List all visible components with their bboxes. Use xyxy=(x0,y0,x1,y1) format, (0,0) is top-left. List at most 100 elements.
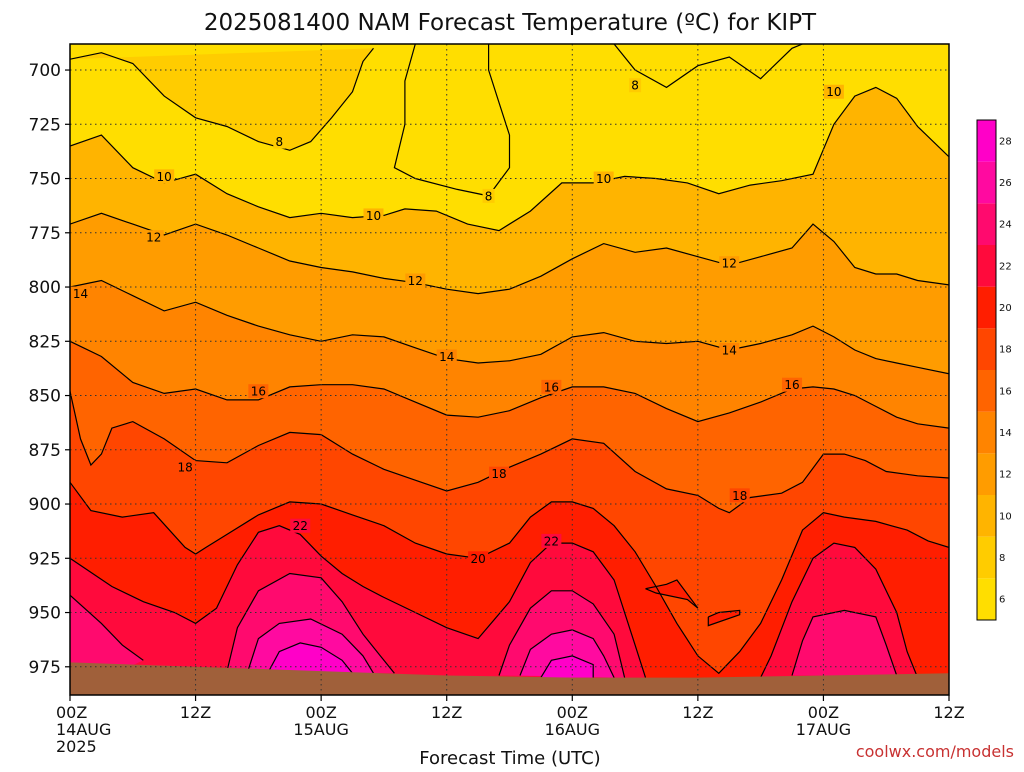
isotherm-label-16: 16 xyxy=(248,384,269,399)
isotherm-line-26 xyxy=(247,618,375,674)
isotherm-label-bg xyxy=(782,377,803,392)
isotherm-label-12: 12 xyxy=(719,256,740,271)
colorbar-label: 18 xyxy=(999,345,1012,356)
isotherm-label-bg xyxy=(729,488,750,503)
isotherm-line-16 xyxy=(70,340,949,429)
isotherm-line-12 xyxy=(70,212,949,295)
colorbar-label: 26 xyxy=(999,178,1012,189)
isotherm-label-text: 16 xyxy=(544,380,559,394)
y-tick-label: 725 xyxy=(29,115,61,135)
colorbar-label: 12 xyxy=(999,470,1012,481)
isotherm-line-24 xyxy=(226,572,395,674)
isotherm-label-bg xyxy=(290,518,311,533)
isotherm-line-24 xyxy=(791,609,898,676)
isotherm-label-text: 18 xyxy=(177,461,192,475)
y-axis-ticks: 700 725 750 775 800 825 850 875 900 925 950 975 xyxy=(29,61,70,678)
isotherm-fill-22 xyxy=(70,525,646,695)
colorbar-label: 24 xyxy=(999,220,1012,231)
isotherm-fill-8 xyxy=(614,44,803,88)
isotherm-label-10: 10 xyxy=(154,169,175,184)
y-tick-label: 900 xyxy=(29,495,61,515)
isotherm-line-8 xyxy=(70,47,374,151)
isotherm-label-text: 20 xyxy=(470,552,485,566)
isotherm-label-text: 10 xyxy=(157,170,172,184)
isotherm-label-16: 16 xyxy=(541,379,562,394)
colorbar-label: 16 xyxy=(999,386,1012,397)
isotherm-label-14: 14 xyxy=(719,342,740,357)
y-tick-label: 800 xyxy=(29,278,61,298)
isotherm-label-bg xyxy=(823,84,844,99)
isotherm-fill-28 xyxy=(268,642,353,674)
x-tick-label: 12Z xyxy=(933,703,964,722)
isotherm-fill-8 xyxy=(394,44,510,196)
isotherm-label-8: 8 xyxy=(273,134,286,149)
y-tick-label: 925 xyxy=(29,549,61,569)
colorbar-swatch xyxy=(977,495,996,537)
isotherm-label-text: 12 xyxy=(722,257,737,271)
isotherm-label-bg xyxy=(629,78,642,93)
isotherm-label-text: 10 xyxy=(366,209,381,223)
isotherm-label-16: 16 xyxy=(782,377,803,392)
isotherm-label-text: 14 xyxy=(722,343,737,357)
x-tick-label: 00Z xyxy=(56,703,87,722)
colorbar-swatch xyxy=(977,578,996,620)
plot-frame xyxy=(69,43,950,696)
isotherm-label-10: 10 xyxy=(363,208,384,223)
isotherm-label-22: 22 xyxy=(290,518,311,533)
isotherm-label-bg xyxy=(175,460,196,475)
isotherm-fill-24 xyxy=(792,610,897,676)
isotherm-label-bg xyxy=(154,169,175,184)
isotherm-fill-28 xyxy=(540,655,594,678)
isotherm-label-text: 12 xyxy=(408,274,423,288)
isotherm-label-bg xyxy=(719,256,740,271)
isotherm-label-14: 14 xyxy=(436,349,457,364)
colorbar-swatch xyxy=(977,161,996,204)
colorbar-swatch xyxy=(977,370,996,412)
isotherm-label-8: 8 xyxy=(629,78,642,93)
isotherm-label-10: 10 xyxy=(823,84,844,99)
isotherm-line-8 xyxy=(393,44,511,197)
isotherm-label-10: 10 xyxy=(593,171,614,186)
isotherm-label-bg xyxy=(70,286,91,301)
isotherm-label-text: 18 xyxy=(732,489,747,503)
isotherm-line-20 xyxy=(645,579,699,609)
y-tick-label: 950 xyxy=(29,604,61,624)
isotherm-label-bg xyxy=(541,379,562,394)
x-tick-label: 15AUG xyxy=(293,720,348,739)
isotherm-label-bg xyxy=(248,384,269,399)
y-tick-label: 700 xyxy=(29,61,61,81)
isotherm-line-18 xyxy=(70,391,949,514)
isotherm-label-18: 18 xyxy=(489,466,510,481)
y-tick-label: 750 xyxy=(29,170,61,190)
x-tick-label: 00Z xyxy=(305,703,336,722)
isotherm-label-bg xyxy=(593,171,614,186)
isotherm-label-bg xyxy=(405,273,426,288)
colorbar-label: 14 xyxy=(999,428,1012,439)
isotherm-line-22 xyxy=(70,525,647,678)
isotherm-label-22: 22 xyxy=(541,533,562,548)
isotherm-line-8 xyxy=(613,44,803,89)
isotherm-label-bg xyxy=(719,342,740,357)
isotherm-line-20 xyxy=(707,609,741,627)
isotherm-label-text: 8 xyxy=(631,79,639,93)
isotherm-label-20: 20 xyxy=(468,551,489,566)
isotherm-label-bg xyxy=(468,551,489,566)
colorbar-swatch xyxy=(977,411,996,454)
site-credit: coolwx.com/models xyxy=(856,742,1014,761)
x-tick-label: 17AUG xyxy=(796,720,851,739)
y-tick-label: 875 xyxy=(29,441,61,461)
isotherm-contours xyxy=(70,44,949,678)
isotherm-label-8: 8 xyxy=(482,188,495,203)
y-tick-label: 850 xyxy=(29,387,61,407)
chart-title: 2025081400 NAM Forecast Temperature (ºC)… xyxy=(204,10,817,36)
x-tick-label: 00Z xyxy=(557,703,588,722)
isotherm-label-12: 12 xyxy=(143,230,164,245)
y-tick-label: 975 xyxy=(29,658,61,678)
colorbar-swatch xyxy=(977,453,996,495)
isotherm-label-18: 18 xyxy=(175,460,196,475)
isotherm-label-text: 12 xyxy=(146,231,161,245)
ground-surface xyxy=(70,662,949,695)
isotherm-label-text: 16 xyxy=(784,378,799,392)
